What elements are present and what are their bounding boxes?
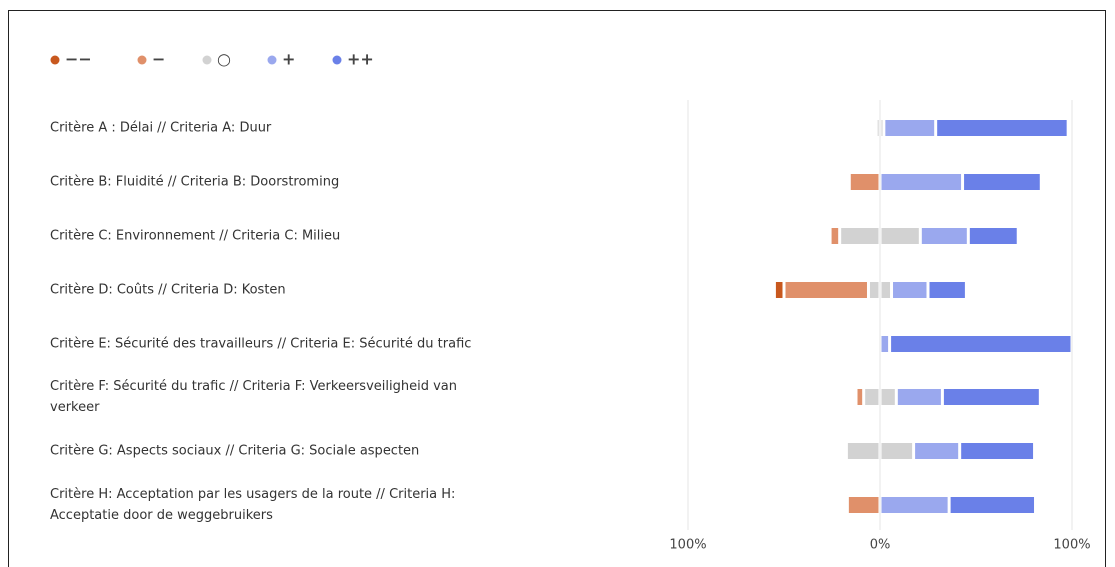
- bar-segment: [865, 389, 879, 405]
- bar-segment: [969, 228, 1017, 244]
- legend-label: ○: [217, 50, 231, 69]
- bar-segment: [881, 228, 919, 244]
- frame: [8, 10, 1106, 567]
- bar-segment: [950, 497, 1035, 513]
- category-label: Critère F: Sécurité du trafic // Criteri…: [50, 379, 457, 415]
- bar-segment: [881, 443, 913, 459]
- bar-segment: [775, 282, 783, 298]
- legend-dot: [202, 55, 212, 65]
- bar-segment: [937, 120, 1067, 136]
- category-label: Critère A : Délai // Criteria A: Duur: [50, 120, 272, 136]
- bar-segment: [881, 497, 948, 513]
- legend-dot: [137, 55, 147, 65]
- bar-segment: [964, 174, 1040, 190]
- category-label: Critère D: Coûts // Criteria D: Kosten: [50, 282, 286, 298]
- bar-segment: [848, 497, 879, 513]
- bar-segment: [915, 443, 959, 459]
- legend-label: +: [282, 50, 295, 69]
- category-label: Critère C: Environnement // Criteria C: …: [50, 228, 341, 244]
- category-label: Critère E: Sécurité des travailleurs // …: [50, 336, 472, 352]
- category-label: Critère G: Aspects sociaux // Criteria G…: [50, 443, 420, 459]
- x-tick-label: 100%: [1053, 538, 1090, 553]
- bar-segment: [857, 389, 863, 405]
- legend-label: −: [152, 50, 165, 69]
- bar-segment: [929, 282, 965, 298]
- bar-segment: [961, 443, 1034, 459]
- bar-segment: [841, 228, 879, 244]
- bar-segment: [893, 282, 927, 298]
- bar-segment: [850, 174, 879, 190]
- legend-label: ++: [347, 50, 374, 69]
- bar-segment: [885, 120, 935, 136]
- bar-segment: [943, 389, 1039, 405]
- bar-segment: [891, 336, 1071, 352]
- bar-segment: [831, 228, 839, 244]
- legend-dot: [332, 55, 342, 65]
- legend-label: −−: [65, 50, 92, 69]
- category-label: Critère H: Acceptation par les usagers d…: [50, 487, 456, 523]
- bar-segment: [785, 282, 867, 298]
- bar-segment: [877, 120, 879, 136]
- bar-segment: [881, 120, 883, 136]
- bar-segment: [881, 389, 895, 405]
- bar-segment: [869, 282, 879, 298]
- legend-dot: [50, 55, 60, 65]
- bar-segment: [881, 174, 962, 190]
- bar-segment: [897, 389, 941, 405]
- x-tick-label: 100%: [669, 538, 706, 553]
- x-tick-label: 0%: [870, 538, 891, 553]
- category-label: Critère B: Fluidité // Criteria B: Doors…: [50, 174, 340, 190]
- legend-dot: [267, 55, 277, 65]
- bar-segment: [881, 336, 889, 352]
- bar-segment: [921, 228, 967, 244]
- bar-segment: [847, 443, 879, 459]
- bar-segment: [881, 282, 891, 298]
